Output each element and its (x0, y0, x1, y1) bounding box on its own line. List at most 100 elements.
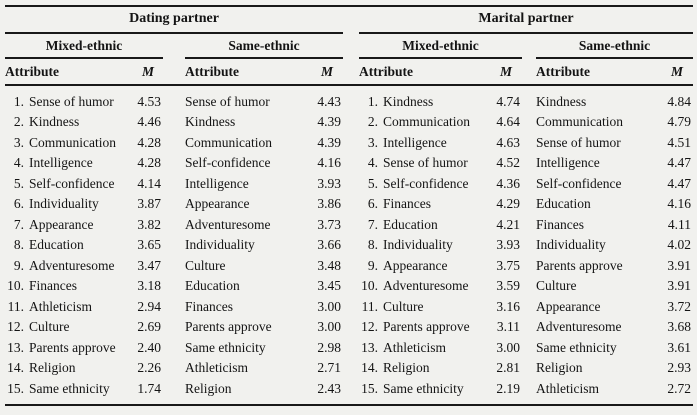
marital-mixed-mean-cell: 3.16 (496, 298, 520, 314)
marital-same-attribute-cell: Kindness (536, 94, 661, 110)
rule-under-dating (5, 32, 343, 34)
rank-number: 10. (7, 278, 24, 294)
marital-mixed-attribute-cell: 4. Sense of humor (359, 155, 490, 171)
dating-same-attribute-cell: Education (185, 278, 311, 294)
table-content: Dating partner Marital partner Mixed-eth… (5, 5, 693, 406)
attribute-name: Athleticism (29, 298, 92, 314)
table-row: 6. Individuality 3.87 Appearance 3.86 6. Finan… (5, 194, 693, 215)
dating-mixed-mean-cell: 3.87 (137, 196, 161, 212)
dating-mixed-mean-cell: 4.28 (137, 155, 161, 171)
attribute-name: Same ethnicity (29, 380, 110, 396)
marital-same-mean-cell: 4.51 (667, 134, 691, 150)
attribute-name: Appearance (29, 216, 94, 232)
table-row: 2. Kindness 4.46 Kindness 4.39 2. Communicatio… (5, 112, 693, 133)
dating-same-mean-cell: 3.48 (317, 257, 341, 273)
attribute-name: Same ethnicity (383, 380, 464, 396)
attribute-name: Sense of humor (383, 155, 468, 171)
rule-under-marital (359, 32, 693, 34)
attribute-name: Kindness (536, 93, 587, 109)
marital-mixed-attribute-cell: 1. Kindness (359, 94, 490, 110)
rank-number: 1. (13, 93, 24, 109)
attribute-name: Religion (383, 360, 430, 376)
dating-same-mean-cell: 3.73 (317, 216, 341, 232)
marital-mixed-attribute-cell: 10. Adventuresome (359, 278, 490, 294)
dating-same-mean-cell: 4.39 (317, 114, 341, 130)
rank-number: 15. (7, 380, 24, 396)
attribute-name: Individuality (29, 196, 99, 212)
dating-mixed-attribute-cell: 14. Religion (5, 360, 133, 376)
dating-same-attribute-cell: Religion (185, 381, 311, 397)
marital-mixed-mean-cell: 3.00 (496, 339, 520, 355)
dating-mixed-mean-cell: 3.82 (137, 216, 161, 232)
attribute-name: Adventuresome (536, 319, 622, 335)
table-row: 4. Intelligence 4.28 Self-confidence 4.16 4. S… (5, 153, 693, 174)
table-row: 9. Adventuresome 3.47 Culture 3.48 9. Appearan… (5, 256, 693, 277)
table-row: 10. Finances 3.18 Education 3.45 10. Adventure… (5, 276, 693, 297)
rank-number: 14. (7, 360, 24, 376)
dating-same-mean-cell: 2.98 (317, 339, 341, 355)
attribute-name: Culture (185, 257, 226, 273)
column-header-attribute-2: Attribute (185, 63, 239, 79)
rule-under-dating-same (185, 57, 343, 59)
rank-number: 3. (367, 134, 378, 150)
dating-mixed-attribute-cell: 8. Education (5, 237, 133, 253)
rule-under-marital-mixed (359, 57, 522, 59)
attribute-name: Same ethnicity (536, 339, 617, 355)
marital-mixed-mean-cell: 4.36 (496, 175, 520, 191)
subgroup-header-dating-same: Same-ethnic (228, 37, 300, 53)
dating-mixed-mean-cell: 4.53 (137, 93, 161, 109)
dating-mixed-attribute-cell: 9. Adventuresome (5, 258, 133, 274)
marital-same-mean-cell: 4.11 (667, 216, 691, 232)
dating-same-mean-cell: 3.45 (317, 278, 341, 294)
marital-same-attribute-cell: Finances (536, 217, 661, 233)
marital-same-attribute-cell: Adventuresome (536, 319, 661, 335)
dating-same-attribute-cell: Appearance (185, 196, 311, 212)
dating-mixed-mean-cell: 3.65 (137, 237, 161, 253)
dating-same-mean-cell: 2.43 (317, 380, 341, 396)
attribute-name: Finances (536, 216, 584, 232)
attribute-name: Adventuresome (29, 257, 115, 273)
dating-mixed-attribute-cell: 3. Communication (5, 135, 133, 151)
group-header-marital-partner: Marital partner (478, 11, 574, 26)
marital-mixed-attribute-cell: 5. Self-confidence (359, 176, 490, 192)
marital-same-mean-cell: 4.79 (667, 114, 691, 130)
dating-mixed-mean-cell: 4.46 (137, 114, 161, 130)
marital-same-mean-cell: 3.91 (667, 257, 691, 273)
attribute-name: Communication (536, 114, 623, 130)
marital-same-mean-cell: 4.84 (667, 93, 691, 109)
rank-number: 3. (13, 134, 24, 150)
dating-mixed-attribute-cell: 7. Appearance (5, 217, 133, 233)
dating-mixed-mean-cell: 3.47 (137, 257, 161, 273)
marital-same-attribute-cell: Same ethnicity (536, 340, 661, 356)
marital-same-attribute-cell: Culture (536, 278, 661, 294)
attribute-name: Individuality (185, 237, 255, 253)
attribute-name: Finances (29, 278, 77, 294)
rank-number: 9. (367, 257, 378, 273)
table-row: 8. Education 3.65 Individuality 3.66 8. Indivi… (5, 235, 693, 256)
dating-mixed-mean-cell: 1.74 (137, 380, 161, 396)
dating-mixed-attribute-cell: 15. Same ethnicity (5, 381, 133, 397)
rank-number: 7. (367, 216, 378, 232)
attribute-name: Parents approve (29, 339, 116, 355)
attribute-name: Sense of humor (185, 93, 270, 109)
subgroup-header-marital-mixed: Mixed-ethnic (402, 37, 479, 53)
dating-same-attribute-cell: Kindness (185, 114, 311, 130)
dating-mixed-attribute-cell: 13. Parents approve (5, 340, 133, 356)
dating-mixed-attribute-cell: 12. Culture (5, 319, 133, 335)
dating-same-mean-cell: 3.00 (317, 298, 341, 314)
dating-mixed-mean-cell: 2.94 (137, 298, 161, 314)
rank-number: 2. (13, 114, 24, 130)
attribute-name: Same ethnicity (185, 339, 266, 355)
dating-same-mean-cell: 4.39 (317, 134, 341, 150)
attribute-name: Religion (29, 360, 76, 376)
marital-same-attribute-cell: Self-confidence (536, 176, 661, 192)
attribute-name: Sense of humor (536, 134, 621, 150)
marital-mixed-mean-cell: 4.74 (496, 93, 520, 109)
marital-mixed-mean-cell: 4.64 (496, 114, 520, 130)
dating-same-mean-cell: 3.93 (317, 175, 341, 191)
attribute-name: Intelligence (383, 134, 447, 150)
marital-same-mean-cell: 4.02 (667, 237, 691, 253)
rank-number: 11. (361, 298, 378, 314)
marital-mixed-mean-cell: 3.75 (496, 257, 520, 273)
marital-same-mean-cell: 4.47 (667, 175, 691, 191)
